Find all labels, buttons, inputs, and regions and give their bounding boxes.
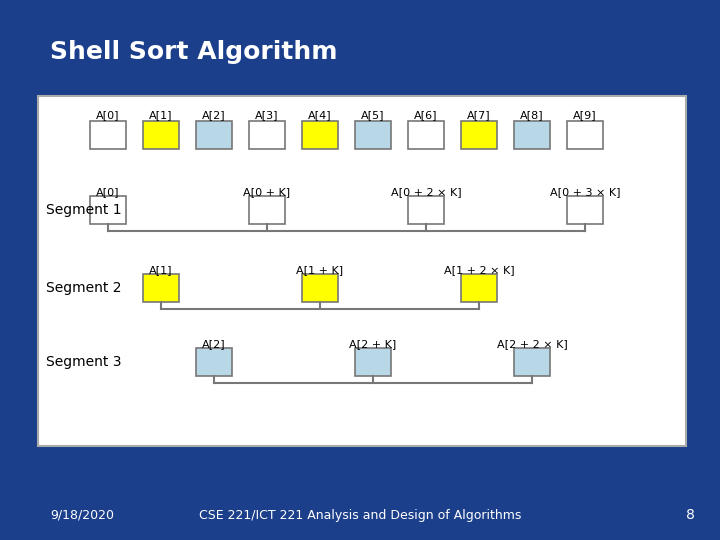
Bar [408,196,444,224]
Text: A[0 + 2 × K]: A[0 + 2 × K] [391,187,462,197]
Bar [302,274,338,302]
Bar [38,96,686,446]
Text: A[0]: A[0] [96,110,120,120]
Text: A[2 + 2 × K]: A[2 + 2 × K] [497,339,567,349]
Text: A[0]: A[0] [96,187,120,197]
Text: A[2]: A[2] [202,339,226,349]
Text: Segment 2: Segment 2 [46,281,122,295]
Text: 8: 8 [686,508,695,522]
Bar [514,121,550,149]
Text: Segment 3: Segment 3 [46,355,122,369]
Text: A[1 + 2 × K]: A[1 + 2 × K] [444,265,514,275]
Bar [90,121,126,149]
Text: A[0 + K]: A[0 + K] [243,187,291,197]
Text: A[0 + 3 × K]: A[0 + 3 × K] [550,187,620,197]
Bar [567,196,603,224]
Bar [196,348,232,376]
Text: A[8]: A[8] [520,110,544,120]
Bar [567,121,603,149]
Text: A[4]: A[4] [308,110,332,120]
Text: A[1 + K]: A[1 + K] [297,265,343,275]
Bar [514,348,550,376]
Text: A[2]: A[2] [202,110,226,120]
Text: A[7]: A[7] [467,110,491,120]
Text: A[9]: A[9] [573,110,597,120]
Bar [143,274,179,302]
Text: CSE 221/ICT 221 Analysis and Design of Algorithms: CSE 221/ICT 221 Analysis and Design of A… [199,509,521,522]
Text: A[6]: A[6] [414,110,438,120]
Text: 9/18/2020: 9/18/2020 [50,509,114,522]
Bar [461,121,497,149]
Bar [355,348,391,376]
Text: Segment 1: Segment 1 [46,203,122,217]
Bar [302,121,338,149]
Bar [249,196,285,224]
Bar [461,274,497,302]
Bar [249,121,285,149]
Bar [355,121,391,149]
Bar [143,121,179,149]
Text: A[3]: A[3] [256,110,279,120]
Text: A[1]: A[1] [149,110,173,120]
Bar [196,121,232,149]
Text: A[1]: A[1] [149,265,173,275]
Bar [408,121,444,149]
Text: A[5]: A[5] [361,110,384,120]
Text: A[2 + K]: A[2 + K] [349,339,397,349]
Bar [90,196,126,224]
Text: Shell Sort Algorithm: Shell Sort Algorithm [50,40,338,64]
